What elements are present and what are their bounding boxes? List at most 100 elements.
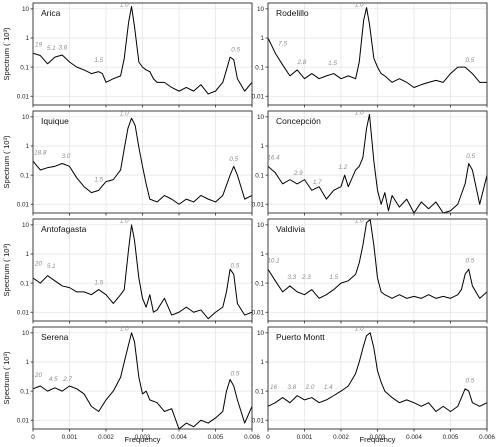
- panel-title: Serena: [41, 332, 69, 342]
- x-tick-label: 0: [266, 434, 270, 441]
- peak-label: 1.0: [120, 218, 129, 225]
- spectrum-line: [33, 224, 252, 320]
- peak-label: 5.1: [47, 263, 56, 270]
- x-tick-label: 0.002: [333, 434, 349, 441]
- peak-label: 1.7: [313, 179, 322, 186]
- peak-label: 19: [35, 42, 43, 49]
- y-tick-label: 10: [257, 114, 265, 121]
- peak-label: 1.0: [355, 110, 364, 117]
- peak-label: 20: [34, 261, 43, 268]
- y-tick-label: 1: [25, 359, 29, 366]
- peak-label: 0.5: [231, 46, 240, 53]
- peak-label: 1.5: [94, 57, 103, 64]
- panel-title: Iquique: [41, 116, 69, 126]
- peak-label: 2.8: [297, 59, 307, 66]
- x-tick-label: 0: [31, 434, 35, 441]
- y-axis-title: Spectrum (˙10³): [2, 27, 11, 81]
- peak-label: 1.5: [94, 177, 103, 184]
- y-axis-title: Spectrum (˙10³): [2, 135, 11, 189]
- panel-title: Valdivia: [276, 224, 305, 234]
- peak-label: 1.0: [120, 326, 129, 333]
- peak-label: 0.5: [230, 262, 239, 269]
- panel-serena: Serena 20 4.5 2.7 1.0 0.5 10 1 0.1 0.01 0 0.001 0.00…: [2, 326, 260, 444]
- x-tick-label: 0.004: [171, 434, 187, 441]
- peak-label: 0.5: [230, 370, 239, 377]
- x-axis-title: Frequency: [360, 435, 396, 444]
- peak-label: 3.6: [59, 45, 68, 52]
- y-tick-label: 10: [257, 330, 265, 337]
- panel-title: Concepción: [276, 116, 321, 126]
- peak-label: 1.5: [329, 274, 338, 281]
- peak-label: 0.5: [229, 156, 238, 163]
- spectrum-line: [268, 7, 487, 88]
- peak-label: 3.0: [61, 153, 70, 160]
- panel-arica: Arica 19 5.1 3.6 1.5 1.0 0.5 10 1 0.1 0.01 Spectrum…: [2, 2, 253, 108]
- y-tick-label: 0.01: [17, 309, 30, 316]
- x-axis-title: Frequency: [125, 435, 161, 444]
- y-tick-label: 0.01: [17, 417, 30, 424]
- panel-puerto-montt: Puerto Montt 16 3.8 2.0 1.4 1.0 0.5 10 1 0.1 0.01 0…: [252, 326, 496, 444]
- spectrum-line: [268, 219, 487, 299]
- y-tick-label: 0.01: [252, 309, 265, 316]
- spectrum-line: [33, 117, 252, 205]
- y-tick-label: 10: [22, 222, 30, 229]
- peak-label: 1.0: [355, 2, 364, 9]
- peak-label: 0.5: [465, 377, 474, 384]
- spectrum-line: [33, 6, 252, 95]
- y-tick-label: 0.01: [17, 201, 30, 208]
- y-tick-label: 10: [22, 114, 30, 121]
- peak-label: 5.1: [47, 45, 56, 52]
- y-tick-label: 0.1: [20, 388, 29, 395]
- y-tick-label: 1: [260, 359, 264, 366]
- x-tick-label: 0.001: [297, 434, 313, 441]
- y-tick-label: 0.1: [20, 172, 29, 179]
- x-tick-label: 0.005: [208, 434, 224, 441]
- x-tick-label: 0.006: [244, 434, 260, 441]
- y-tick-label: 10: [22, 330, 30, 337]
- x-tick-label: 0.004: [406, 434, 422, 441]
- peak-label: 7.5: [278, 41, 287, 48]
- panel-title: Antofagasta: [41, 224, 87, 234]
- y-tick-label: 0.01: [252, 417, 265, 424]
- peak-label: 1.5: [94, 279, 103, 286]
- x-tick-label: 0.003: [370, 434, 386, 441]
- x-tick-label: 0.002: [98, 434, 114, 441]
- peak-label: 2.9: [293, 170, 303, 177]
- peak-label: 0.5: [465, 57, 474, 64]
- y-tick-label: 0.1: [255, 172, 264, 179]
- peak-label: 2.3: [301, 274, 311, 281]
- spectrum-line: [268, 114, 487, 213]
- peak-label: 2.7: [62, 376, 72, 383]
- peak-label: 0.5: [465, 258, 474, 265]
- peak-label: 1.2: [338, 164, 347, 171]
- y-tick-label: 0.01: [252, 93, 265, 100]
- y-tick-label: 10: [22, 6, 30, 13]
- spectrum-line: [33, 332, 252, 429]
- y-tick-label: 1: [260, 251, 264, 258]
- peak-label: 1.0: [120, 2, 129, 9]
- peak-label: 16: [270, 384, 278, 391]
- peak-label: 16.4: [267, 154, 280, 161]
- y-tick-label: 0.01: [17, 93, 30, 100]
- y-tick-label: 0.01: [252, 201, 265, 208]
- peak-label: 20: [34, 372, 43, 379]
- x-tick-label: 0.001: [62, 434, 78, 441]
- panel-title: Rodelillo: [276, 8, 309, 18]
- y-tick-label: 1: [25, 251, 29, 258]
- y-tick-label: 0.1: [20, 64, 29, 71]
- peak-label: 2.0: [305, 384, 315, 391]
- y-tick-label: 1: [260, 35, 264, 42]
- peak-label: 1.0: [355, 218, 364, 225]
- y-tick-label: 10: [257, 222, 265, 229]
- peak-label: 1.0: [355, 326, 364, 333]
- y-axis-title: Spectrum (˙10³): [2, 351, 11, 405]
- peak-label: 1.5: [328, 60, 337, 67]
- peak-label: 10.1: [267, 258, 279, 265]
- x-tick-label: 0.006: [479, 434, 495, 441]
- peak-label: 4.5: [49, 376, 58, 383]
- panel-iquique: Iquique 18.8 3.0 1.5 1.0 0.5 10 1 0.1 0.01 Spectru…: [2, 110, 253, 216]
- peak-label: 0.5: [466, 153, 475, 160]
- spectrum-line: [268, 332, 487, 412]
- panel-concepción: Concepción 16.4 2.9 1.7 1.2 1.0 0.5 10 1 0.1 0.01: [252, 110, 488, 216]
